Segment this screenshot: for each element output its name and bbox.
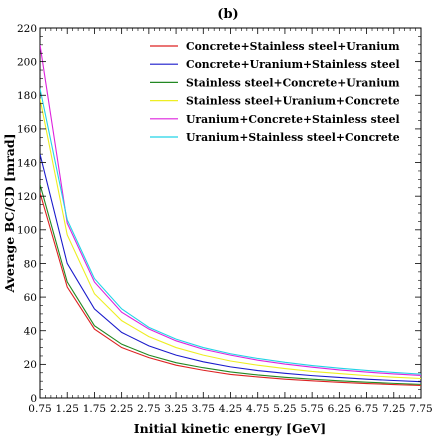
series-line-2 [40, 154, 421, 383]
legend-label-2: Concrete+Uranium+Stainless steel [186, 58, 400, 71]
legend-label-1: Concrete+Stainless steel+Uranium [186, 40, 400, 53]
y-tick-label: 180 [17, 90, 37, 102]
x-tick-label: 5.75 [300, 403, 323, 415]
series-line-6 [40, 88, 421, 375]
y-tick-label: 80 [24, 258, 37, 270]
x-tick-label: 3.75 [192, 403, 215, 415]
x-tick-label: 4.25 [219, 403, 242, 415]
ticks-layer: 0.75 1.25 1.75 2.25 2.75 3.25 3.75 4.25 4.75 5.25… [17, 23, 433, 415]
series-line-4 [40, 98, 421, 380]
chart-title: (b) [217, 7, 238, 22]
x-tick-label: 1.25 [56, 403, 79, 415]
legend-label-5: Uranium+Concrete+Stainless steel [186, 113, 400, 126]
series-layer [40, 44, 421, 386]
series-line-5 [40, 44, 421, 377]
x-tick-label: 2.75 [137, 403, 160, 415]
x-tick-label: 5.25 [273, 403, 296, 415]
y-tick-label: 20 [24, 359, 37, 371]
y-tick-label: 120 [17, 191, 37, 203]
x-tick-label: 7.75 [409, 403, 432, 415]
y-tick-label: 200 [17, 56, 37, 68]
series-line-3 [40, 184, 421, 385]
x-tick-label: 7.25 [382, 403, 405, 415]
legend-label-3: Stainless steel+Concrete+Uranium [186, 76, 400, 89]
x-tick-label: 2.25 [110, 403, 133, 415]
x-tick-label: 1.75 [83, 403, 106, 415]
legend-label-6: Uranium+Stainless steel+Concrete [186, 131, 400, 144]
y-tick-label: 0 [30, 393, 37, 405]
x-tick-label: 3.25 [164, 403, 187, 415]
x-tick-label: 0.75 [28, 403, 51, 415]
series-line-1 [40, 192, 421, 386]
y-tick-label: 140 [17, 157, 37, 169]
x-tick-label: 6.25 [328, 403, 351, 415]
legend: Concrete+Stainless steel+Uranium Concrete… [150, 40, 400, 144]
y-tick-label: 60 [24, 292, 37, 304]
y-tick-label: 220 [17, 23, 37, 35]
y-tick-label: 100 [17, 225, 37, 237]
x-axis-label: Initial kinetic energy [GeV] [134, 421, 326, 436]
legend-label-4: Stainless steel+Uranium+Concrete [186, 95, 400, 108]
x-tick-label: 6.75 [355, 403, 378, 415]
y-tick-label: 160 [17, 124, 37, 136]
x-tick-label: 4.75 [246, 403, 269, 415]
y-tick-label: 40 [24, 326, 37, 338]
y-axis-label: Average BC/CD [mrad] [2, 133, 17, 293]
